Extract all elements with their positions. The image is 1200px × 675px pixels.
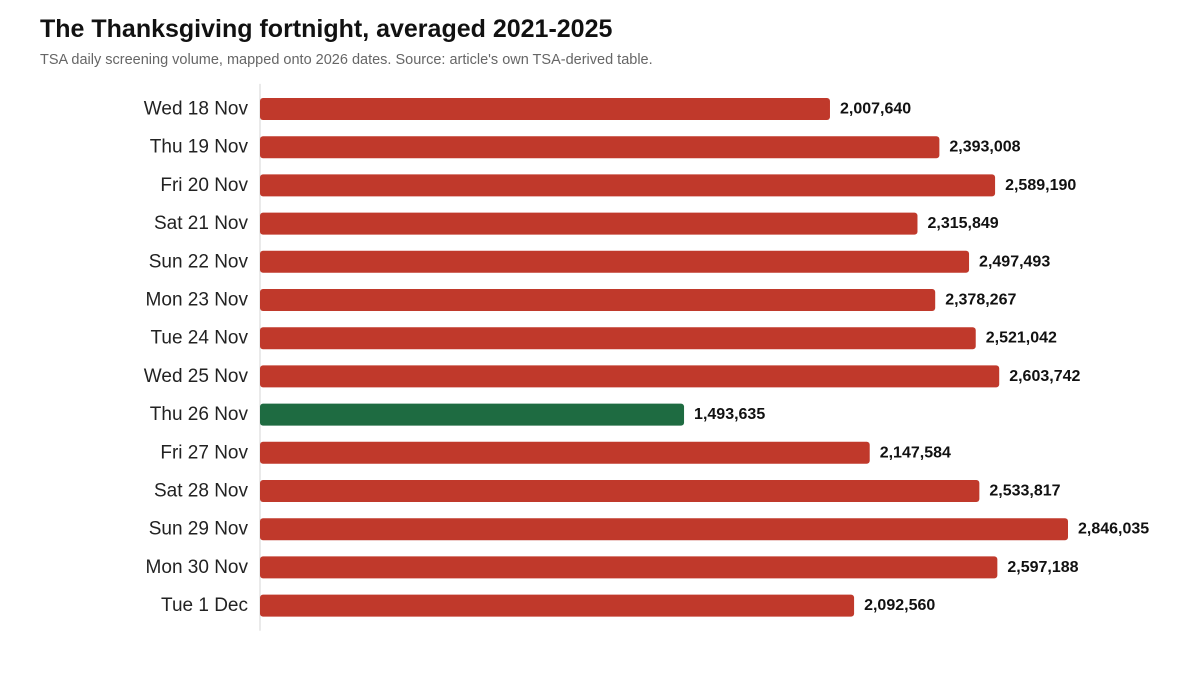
bar xyxy=(260,250,970,273)
bar xyxy=(260,98,830,120)
value-label: 2,497,493 xyxy=(979,253,1050,270)
bar xyxy=(260,594,855,617)
category-label: Thu 26 Nov xyxy=(150,404,249,425)
bar xyxy=(260,136,940,159)
category-label: Tue 1 Dec xyxy=(161,595,248,616)
value-label: 2,589,190 xyxy=(1005,177,1076,194)
category-label: Wed 18 Nov xyxy=(144,99,249,120)
value-label: 2,597,188 xyxy=(1007,559,1078,576)
bar xyxy=(260,556,998,579)
value-label: 2,393,008 xyxy=(949,139,1020,156)
bar xyxy=(260,327,976,350)
chart-subtitle: TSA daily screening volume, mapped onto … xyxy=(40,52,653,68)
category-label: Fri 27 Nov xyxy=(160,442,248,463)
category-label: Fri 20 Nov xyxy=(160,175,248,196)
value-label: 2,521,042 xyxy=(986,330,1057,347)
value-label: 2,007,640 xyxy=(840,101,911,118)
category-label: Sun 22 Nov xyxy=(149,251,249,272)
bar-highlighted xyxy=(260,403,685,426)
value-label: 2,092,560 xyxy=(864,597,935,614)
category-label: Mon 23 Nov xyxy=(146,290,249,311)
chart-title: The Thanksgiving fortnight, averaged 202… xyxy=(40,15,613,43)
value-label: 2,603,742 xyxy=(1009,368,1080,385)
value-label: 2,846,035 xyxy=(1078,521,1149,538)
category-label: Tue 24 Nov xyxy=(150,328,248,349)
bar xyxy=(260,365,1000,388)
value-label: 2,378,267 xyxy=(945,292,1016,309)
bar xyxy=(260,441,870,464)
bar xyxy=(260,212,918,235)
category-label: Sat 28 Nov xyxy=(154,481,248,502)
value-label: 2,147,584 xyxy=(880,444,951,461)
value-label: 2,315,849 xyxy=(927,215,998,232)
category-label: Sun 29 Nov xyxy=(149,519,249,540)
category-label: Sat 21 Nov xyxy=(154,213,248,234)
bar xyxy=(260,174,996,197)
category-label: Thu 19 Nov xyxy=(150,137,249,158)
category-label: Mon 30 Nov xyxy=(146,557,249,578)
value-label: 1,493,635 xyxy=(694,406,765,423)
value-label: 2,533,817 xyxy=(989,483,1060,500)
bar xyxy=(260,289,936,311)
bar xyxy=(260,518,1068,541)
category-label: Wed 25 Nov xyxy=(144,366,249,387)
bar xyxy=(260,480,980,502)
